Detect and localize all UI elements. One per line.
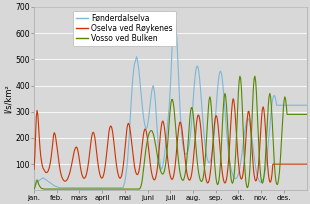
Y-axis label: l/s/km²: l/s/km² — [3, 84, 12, 113]
Legend: Fønderdalselva, Oselva ved Røykenes, Vosso ved Bulken: Fønderdalselva, Oselva ved Røykenes, Vos… — [73, 11, 175, 46]
